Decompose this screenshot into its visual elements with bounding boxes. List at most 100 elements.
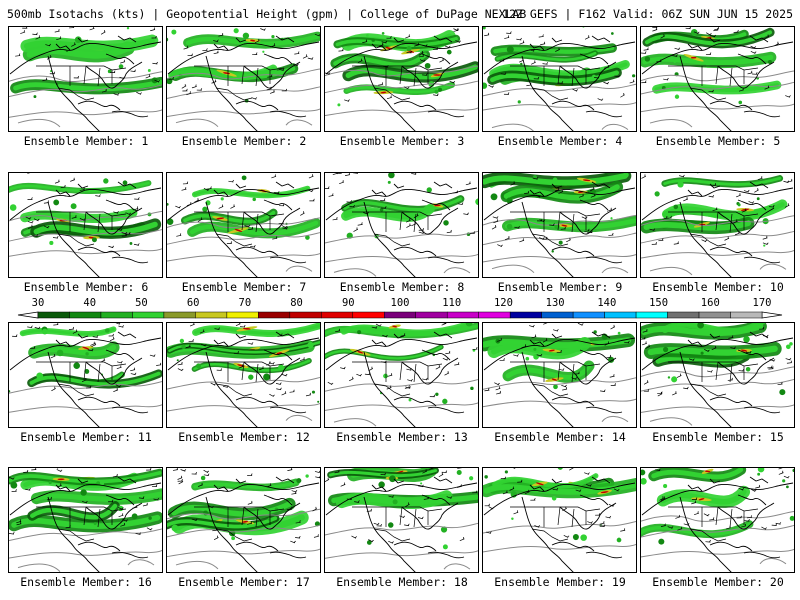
height-contour xyxy=(324,549,479,559)
ensemble-map-panel xyxy=(166,322,321,428)
height-contour xyxy=(8,549,163,559)
panel-frame xyxy=(324,26,479,132)
height-contour xyxy=(640,378,795,392)
ensemble-map xyxy=(324,322,479,428)
height-contour xyxy=(166,108,321,118)
ensemble-member-label: Ensemble Member: 6 xyxy=(23,280,149,294)
ensemble-member-label: Ensemble Member: 10 xyxy=(652,280,784,294)
ensemble-member-label: Ensemble Member: 15 xyxy=(652,430,784,444)
ensemble-member-label: Ensemble Member: 19 xyxy=(494,575,626,589)
height-contour xyxy=(324,107,479,117)
height-contour xyxy=(649,417,693,426)
ensemble-map-panel xyxy=(482,322,637,428)
height-contour xyxy=(324,378,479,392)
ensemble-member-label: Ensemble Member: 3 xyxy=(339,134,465,148)
colorbar-swatch xyxy=(667,311,700,319)
height-contour xyxy=(640,366,795,378)
ensemble-member-label: Ensemble Member: 2 xyxy=(181,134,307,148)
colorbar-swatch xyxy=(226,311,259,319)
isotach-core xyxy=(342,323,468,334)
ensemble-member-label: Ensemble Member: 5 xyxy=(655,134,781,148)
height-contour xyxy=(482,83,637,97)
height-contour xyxy=(443,267,471,274)
ensemble-map-panel xyxy=(482,26,637,132)
ensemble-member-label: Ensemble Member: 16 xyxy=(20,575,152,589)
height-contour xyxy=(601,123,629,130)
ensemble-map-panel xyxy=(166,467,321,573)
ensemble-member-label: Ensemble Member: 4 xyxy=(497,134,623,148)
isotach-core xyxy=(193,359,311,372)
ensemble-map xyxy=(324,467,479,573)
height-contour xyxy=(649,266,693,276)
height-contour xyxy=(324,230,479,244)
ensemble-map xyxy=(640,26,795,132)
ensemble-member-label: Ensemble Member: 18 xyxy=(336,575,468,589)
height-contour xyxy=(640,404,795,414)
colorbar-swatch xyxy=(258,311,291,319)
height-contour xyxy=(127,559,155,566)
isotach-core xyxy=(193,187,309,197)
ensemble-map xyxy=(324,26,479,132)
height-contour xyxy=(640,103,795,113)
panel-frame xyxy=(640,467,795,573)
isotach-core xyxy=(30,503,118,520)
ensemble-member-label: Ensemble Member: 17 xyxy=(178,575,310,589)
height-contour xyxy=(17,563,61,572)
isotach-colorbar: 30 40 50 60 70 80 90 100 110 120 130 140 150 160 170 xyxy=(14,298,786,320)
height-contour xyxy=(640,249,795,259)
ensemble-map-panel xyxy=(324,322,479,428)
panel-frame xyxy=(166,26,321,132)
isotach-core xyxy=(503,184,620,201)
ensemble-map xyxy=(8,172,163,278)
ensemble-map-panel xyxy=(640,172,795,278)
isotach-core xyxy=(21,327,115,336)
height-contour xyxy=(491,123,535,132)
isotach-core xyxy=(483,481,637,495)
panel-frame xyxy=(8,467,163,573)
ensemble-member-label: Ensemble Member: 14 xyxy=(494,430,626,444)
isotach-core xyxy=(23,38,155,50)
height-contour xyxy=(166,548,321,558)
colorbar-swatch xyxy=(604,311,637,319)
height-contour xyxy=(333,418,377,427)
height-contour xyxy=(285,414,313,421)
height-contour xyxy=(166,231,321,245)
height-contour xyxy=(324,65,479,77)
colorbar-swatch xyxy=(698,311,731,319)
isotach-core xyxy=(664,202,785,218)
isotach-core xyxy=(29,371,161,387)
height-contour xyxy=(640,230,795,244)
height-contour xyxy=(8,228,163,242)
isotach-core xyxy=(170,66,276,79)
colorbar-tick-label: 90 xyxy=(341,297,355,309)
ensemble-member-label: Ensemble Member: 11 xyxy=(20,430,152,444)
colorbar-swatch xyxy=(195,311,228,319)
height-contour xyxy=(175,560,219,570)
panel-frame xyxy=(324,172,479,278)
isotach-core xyxy=(496,51,597,62)
height-contour xyxy=(640,70,795,82)
ensemble-map-panel xyxy=(324,26,479,132)
ensemble-map xyxy=(166,26,321,132)
height-contour xyxy=(8,109,163,119)
ensemble-map-panel xyxy=(640,467,795,573)
isotach-core xyxy=(482,173,628,186)
isotach-core xyxy=(185,34,320,46)
height-contour xyxy=(8,403,163,413)
colorbar-swatch xyxy=(289,311,322,319)
isotach-core xyxy=(345,83,454,94)
ensemble-map-panel xyxy=(166,26,321,132)
height-contour xyxy=(8,71,163,83)
height-contour xyxy=(640,548,795,558)
height-contour xyxy=(8,528,163,542)
colorbar-swatch xyxy=(69,311,102,319)
panel-frame xyxy=(640,172,795,278)
isotach-core xyxy=(345,64,478,80)
isotach-core xyxy=(166,516,278,529)
ensemble-member-label: Ensemble Member: 8 xyxy=(339,280,465,294)
colorbar-swatch xyxy=(132,311,165,319)
ensemble-map-panel xyxy=(640,26,795,132)
colorbar-tick-label: 40 xyxy=(83,297,97,309)
panel-frame xyxy=(324,467,479,573)
isotach-core xyxy=(183,210,276,224)
